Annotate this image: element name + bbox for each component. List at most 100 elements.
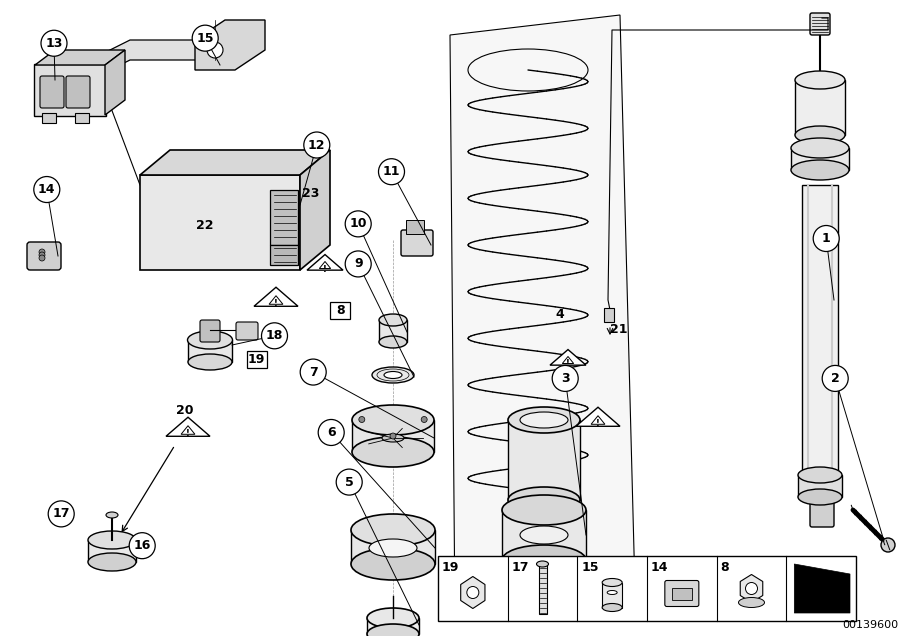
Circle shape [39,252,45,258]
FancyBboxPatch shape [42,113,56,123]
Ellipse shape [502,545,586,575]
FancyBboxPatch shape [671,588,692,600]
FancyBboxPatch shape [810,493,834,527]
Polygon shape [166,417,210,436]
Ellipse shape [88,553,136,571]
Ellipse shape [520,412,568,428]
Ellipse shape [367,608,419,628]
Text: !: ! [274,300,278,308]
Polygon shape [254,287,298,307]
FancyBboxPatch shape [88,540,136,562]
FancyBboxPatch shape [270,190,298,245]
Text: !: ! [186,429,190,438]
Text: 3: 3 [561,372,570,385]
Ellipse shape [88,531,136,549]
Text: 22: 22 [196,219,214,232]
Ellipse shape [602,604,622,611]
Ellipse shape [188,354,232,370]
FancyBboxPatch shape [795,80,845,135]
FancyBboxPatch shape [401,230,433,256]
Circle shape [359,417,364,422]
Text: 16: 16 [133,539,151,552]
Text: 9: 9 [354,258,363,270]
FancyBboxPatch shape [40,76,64,108]
Circle shape [304,132,329,158]
Ellipse shape [106,512,118,518]
FancyBboxPatch shape [502,510,586,560]
Polygon shape [105,50,125,115]
Text: 18: 18 [266,329,284,342]
Circle shape [467,586,479,598]
Ellipse shape [379,314,407,326]
Text: !: ! [323,265,327,273]
Ellipse shape [795,126,845,144]
Ellipse shape [379,336,407,348]
Ellipse shape [602,579,622,586]
Text: 4: 4 [555,308,564,321]
Polygon shape [140,150,330,175]
Polygon shape [307,254,343,270]
FancyBboxPatch shape [27,242,61,270]
FancyBboxPatch shape [352,420,434,452]
Ellipse shape [382,434,404,442]
Ellipse shape [384,371,402,378]
Circle shape [814,226,839,251]
Ellipse shape [798,467,842,483]
Ellipse shape [372,367,414,383]
Ellipse shape [367,624,419,636]
Ellipse shape [536,561,548,567]
Circle shape [41,31,67,56]
Circle shape [745,583,758,595]
Text: 8: 8 [336,304,345,317]
Circle shape [421,417,428,422]
Text: 17: 17 [52,508,70,520]
FancyBboxPatch shape [810,13,830,35]
FancyBboxPatch shape [330,302,350,319]
Ellipse shape [739,597,764,607]
FancyBboxPatch shape [351,530,435,564]
FancyBboxPatch shape [379,320,407,342]
Ellipse shape [351,514,435,546]
FancyBboxPatch shape [270,245,298,265]
Text: 17: 17 [512,561,529,574]
Circle shape [346,251,371,277]
Text: 14: 14 [651,561,669,574]
FancyBboxPatch shape [798,475,842,497]
Text: 00139600: 00139600 [842,620,898,630]
Text: 6: 6 [327,426,336,439]
Text: 11: 11 [382,165,400,178]
FancyBboxPatch shape [538,564,546,614]
Ellipse shape [502,495,586,525]
Ellipse shape [508,407,580,433]
Polygon shape [100,40,200,75]
Text: 20: 20 [176,404,194,417]
Polygon shape [300,150,330,270]
FancyBboxPatch shape [247,351,266,368]
Polygon shape [195,20,265,70]
FancyBboxPatch shape [236,322,258,340]
Text: 15: 15 [581,561,598,574]
Text: 15: 15 [196,32,214,45]
Text: 7: 7 [309,366,318,378]
FancyBboxPatch shape [604,308,614,322]
Ellipse shape [520,526,568,544]
Polygon shape [740,574,763,602]
Text: 1: 1 [822,232,831,245]
Ellipse shape [881,538,895,552]
Text: 19: 19 [248,353,266,366]
Ellipse shape [369,539,417,557]
Circle shape [39,255,45,261]
Text: 2: 2 [831,372,840,385]
Circle shape [207,42,223,58]
FancyBboxPatch shape [200,320,220,342]
FancyBboxPatch shape [508,420,580,500]
Ellipse shape [791,160,849,180]
Circle shape [34,177,59,202]
Circle shape [301,359,326,385]
Circle shape [39,249,45,255]
FancyBboxPatch shape [791,148,849,170]
Text: 13: 13 [45,37,63,50]
Text: 19: 19 [442,561,459,574]
Circle shape [390,433,396,439]
Ellipse shape [352,405,434,435]
